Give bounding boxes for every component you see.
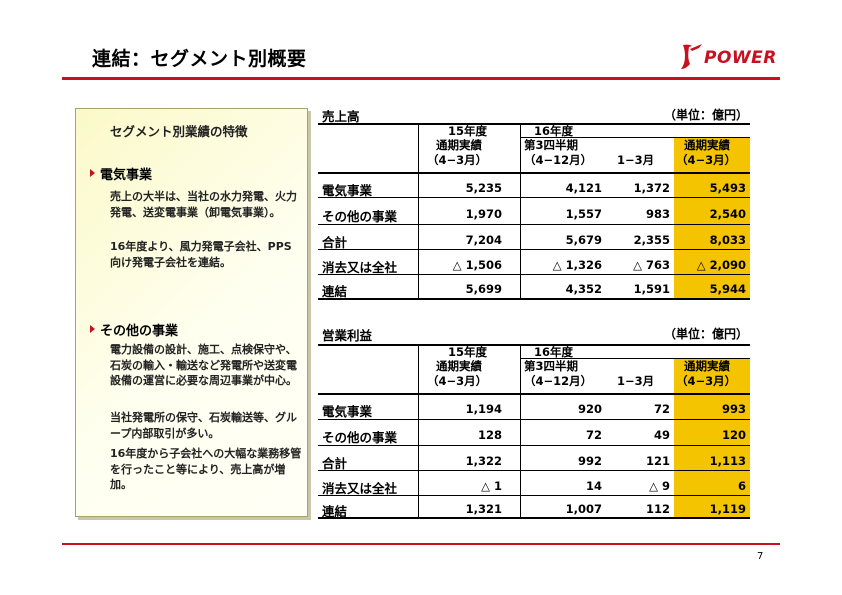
section-text-other-3: 16年度から子会社への大幅な業務移管を行ったこと等により、売上高が増加。 bbox=[110, 447, 302, 491]
header-rule bbox=[62, 77, 780, 80]
section-text-other-1: 電力設備の設計、施工、点検保守や、石炭の輸入・輸送など発電所や送変電設備の運営に… bbox=[110, 343, 297, 387]
operating-income-table-title: 営業利益 bbox=[322, 328, 373, 343]
segment-features-panel: セグメント別業績の特徴 電気事業 売上の大半は、当社の水力発電、火力発電、送変電… bbox=[75, 108, 308, 517]
panel-title: セグメント別業績の特徴 bbox=[110, 124, 248, 139]
logo-mark-icon bbox=[681, 44, 702, 69]
bullet-triangle-icon bbox=[90, 325, 95, 333]
operating-highlight-column bbox=[674, 358, 750, 518]
section-heading-electric: 電気事業 bbox=[90, 164, 152, 183]
bullet-triangle-icon bbox=[90, 169, 95, 177]
sales-table-title: 売上高 bbox=[322, 109, 360, 124]
section-text-electric-1: 売上の大半は、当社の水力発電、火力発電、送変電事業（卸電気事業）。 bbox=[110, 190, 297, 219]
page-number: 7 bbox=[757, 551, 764, 562]
sales-table-unit: （単位：億円） bbox=[664, 108, 749, 122]
logo-wordmark: POWER bbox=[704, 48, 777, 68]
jpower-logo: POWER bbox=[678, 40, 778, 74]
page-title: 連結：セグメント別概要 bbox=[92, 48, 307, 70]
section-text-other-2: 当社発電所の保守、石炭輸送等、グループ内部取引が多い。 bbox=[110, 411, 297, 440]
sales-highlight-column bbox=[674, 137, 750, 299]
section-text-electric-2: 16年度より、風力発電子会社、PPS向け発電子会社を連結。 bbox=[110, 240, 292, 269]
footer-rule bbox=[62, 543, 780, 545]
operating-income-table-unit: （単位：億円） bbox=[664, 327, 749, 341]
section-heading-other: その他の事業 bbox=[90, 320, 178, 339]
